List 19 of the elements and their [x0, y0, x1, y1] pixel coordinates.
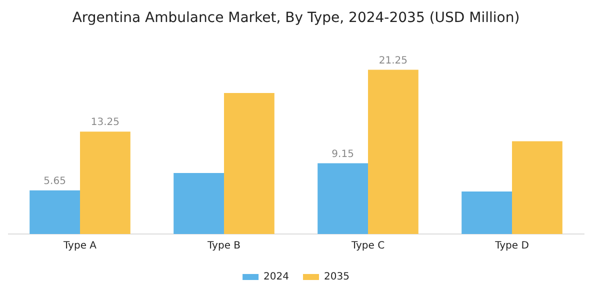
x-tick-label: Type B — [206, 240, 241, 252]
bar — [368, 70, 418, 234]
bar — [318, 163, 368, 234]
x-tick-label: Type C — [350, 240, 385, 252]
chart-title: Argentina Ambulance Market, By Type, 2024-2035 (USD Million) — [72, 10, 520, 26]
legend-label: 2035 — [324, 272, 350, 283]
data-label: 13.25 — [90, 117, 120, 128]
bar — [462, 191, 512, 234]
x-tick-label: Type D — [494, 240, 530, 252]
data-label: 21.25 — [378, 55, 408, 66]
bar — [80, 132, 130, 234]
data-label: 9.15 — [332, 148, 354, 160]
legend-label: 2024 — [264, 272, 290, 283]
bar — [224, 92, 274, 234]
bar — [512, 141, 562, 234]
bar — [174, 172, 224, 234]
x-tick-label: Type A — [62, 240, 97, 252]
data-label: 5.65 — [44, 176, 66, 187]
bar — [30, 190, 80, 234]
